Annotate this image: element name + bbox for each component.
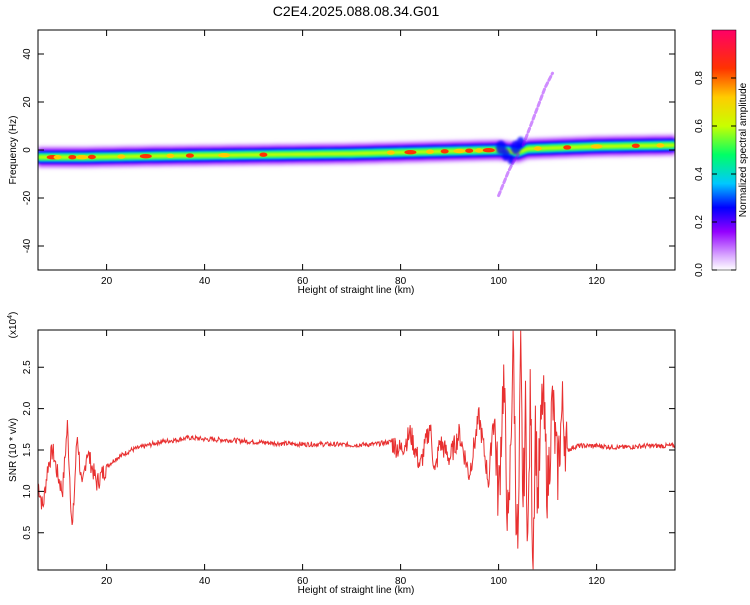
spectrogram-y-tick-label: 40 [22,48,33,60]
colorbar-ticks: 0.0 0.2 0.4 0.6 0.8 [694,71,736,277]
spectrogram-band-yellowgreen [38,143,675,160]
spectrogram-y-tick-label: -40 [22,238,33,253]
spectrogram-hotspot [426,149,434,154]
colorbar-tick-label: 0.2 [694,215,705,229]
snr-y-tick-label: 2.0 [22,401,33,415]
snr-x-ticks: 20 40 60 80 100 120 [101,330,605,587]
snr-multiplier-exponent: 4 [7,315,14,319]
snr-x-axis-label: Height of straight line (km) [298,585,415,596]
spectrogram-hotspot [533,146,542,151]
spectrogram-hotspot [631,143,640,148]
spectrogram-hotspot [76,155,89,160]
spectrogram-x-axis-label: Height of straight line (km) [298,285,415,296]
colorbar-gradient [711,29,737,271]
snr-x-tick-label: 100 [490,576,507,587]
spectrogram-turbulence [516,136,525,149]
colorbar-tick-label: 0.0 [694,263,705,277]
spectrogram-hotspot [440,149,449,154]
spectrogram-hotspot [453,148,466,154]
spectrogram-hotspot [482,148,495,153]
snr-multiplier-base: (x10 [8,318,19,338]
spectrogram-hotspot [386,150,395,155]
snr-series-line [38,330,675,570]
snr-y-tick-label: 1.5 [22,443,33,457]
snr-y-tick-label: 0.5 [22,525,33,539]
snr-x-tick-label: 120 [588,576,605,587]
spectrogram-hotspot [218,153,231,158]
spectrogram-y-tick-label: 20 [22,96,33,108]
spectrogram-hotspot [590,144,603,149]
spectrogram-panel: 20 40 60 80 100 120 -40 -20 0 20 40 Height of str… [8,29,676,296]
spectrogram-hotspot [68,155,77,160]
spectrogram-branch [497,153,520,198]
snr-x-tick-label: 40 [199,576,211,587]
spectrogram-x-tick-label: 80 [395,276,407,287]
colorbar-tick-label: 0.8 [694,71,705,85]
spectrogram-branch [521,71,554,147]
spectrogram-hotspot [563,145,572,150]
colorbar-tick-label: 0.4 [694,167,705,181]
snr-y-multiplier: (x104) [7,312,19,339]
snr-multiplier-close: ) [8,312,19,315]
spectrogram-hotspot [166,153,175,158]
spectrogram-turbulence [502,148,510,161]
spectrogram-x-tick-label: 40 [199,276,211,287]
spectrogram-hotspot [259,152,268,157]
spectrogram-hotspot [465,148,474,153]
snr-x-tick-label: 80 [395,576,407,587]
spectrogram-y-axis-label: Frequency (Hz) [8,116,19,185]
chart-title: C2E4.2025.088.08.34.G01 [273,3,440,19]
spectrogram-marks [38,71,675,198]
spectrogram-x-tick-label: 100 [490,276,507,287]
spectrogram-y-ticks: -40 -20 0 20 40 [22,48,675,253]
snr-y-ticks: 0.5 1.0 1.5 2.0 2.5 [22,360,675,540]
snr-y-tick-label: 1.0 [22,484,33,498]
spectrogram-y-tick-label: -20 [22,190,33,205]
spectrogram-x-ticks: 20 40 60 80 100 120 [101,30,605,287]
snr-panel: 20 40 60 80 100 120 0.5 1.0 1.5 2.0 2.5 Height of… [7,312,676,596]
snr-x-tick-label: 60 [297,576,309,587]
spectrogram-hotspot [656,143,665,148]
colorbar-label: Normalized spectral amplitude [738,82,749,217]
snr-y-tick-label: 2.5 [22,360,33,374]
spectrogram-x-tick-label: 60 [297,276,309,287]
colorbar: 0.0 0.2 0.4 0.6 0.8 Normalized spectral ampl… [694,29,749,277]
spectrogram-x-tick-label: 120 [588,276,605,287]
spectrogram-hotspot [185,153,194,158]
spectrogram-y-tick-label: 0 [22,147,33,153]
spectrogram-hotspot [117,154,126,159]
spectrogram-hotspot [87,154,96,160]
spectrogram-x-tick-label: 20 [101,276,113,287]
spectrogram-hotspot [139,154,152,159]
snr-x-tick-label: 20 [101,576,113,587]
spectrogram-hotspot [53,155,62,160]
colorbar-tick-label: 0.6 [694,119,705,133]
spectrogram-hotspot [404,150,417,155]
snr-marks [38,330,675,570]
spectrogram-turbulence [507,154,514,165]
spectrogram-hotspot [475,148,483,153]
snr-y-axis-label: SNR (10 * v/v) [8,418,19,482]
